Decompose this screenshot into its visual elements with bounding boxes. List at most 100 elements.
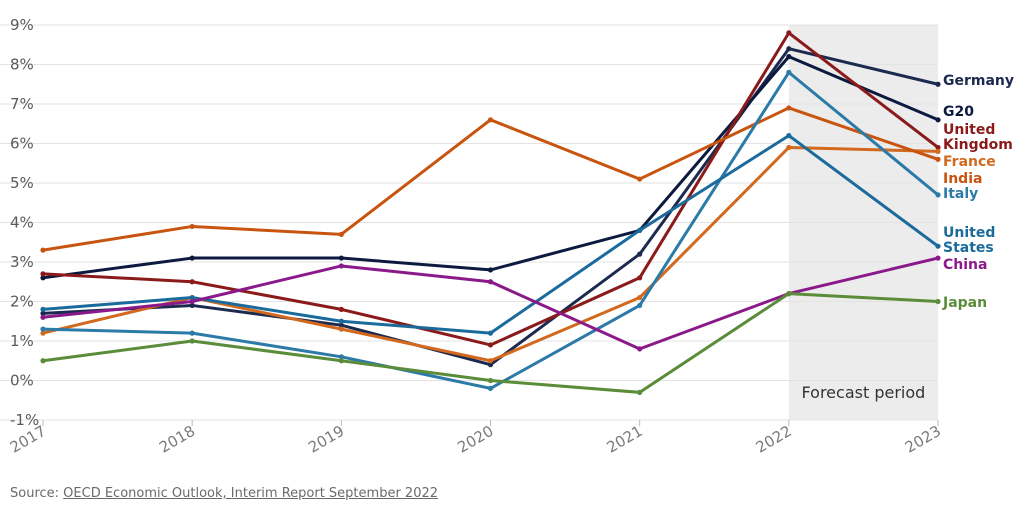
series-germany: [40, 46, 941, 368]
data-point: [189, 338, 195, 344]
y-tick-label: 6%: [10, 135, 34, 153]
series-lines: [40, 30, 941, 395]
data-point: [189, 330, 195, 336]
data-point: [786, 291, 792, 297]
series-india: [40, 105, 941, 253]
data-point: [338, 318, 344, 324]
data-point: [935, 156, 941, 162]
y-tick-label: 9%: [10, 16, 34, 34]
data-point: [786, 30, 792, 36]
data-point: [40, 306, 46, 312]
source-note: Source: OECD Economic Outlook, Interim R…: [10, 486, 438, 501]
data-point: [189, 298, 195, 305]
data-point: [487, 358, 494, 364]
series-label: China: [943, 257, 987, 273]
data-point: [40, 314, 46, 320]
data-point: [338, 306, 344, 312]
data-point: [189, 294, 195, 301]
series-label: France: [943, 154, 996, 170]
data-point: [637, 275, 643, 281]
source-prefix: Source:: [10, 486, 64, 501]
source-link[interactable]: OECD Economic Outlook, Interim Report Se…: [63, 486, 439, 501]
forecast-period-label: Forecast period: [802, 383, 926, 402]
data-point: [40, 358, 46, 364]
data-point: [487, 385, 494, 391]
data-point: [40, 275, 46, 281]
data-point: [487, 377, 494, 384]
data-point: [338, 326, 344, 332]
data-point: [487, 330, 494, 336]
y-tick-label: 1%: [10, 332, 34, 350]
data-point: [935, 243, 941, 249]
data-point: [786, 105, 792, 111]
data-point: [487, 342, 494, 348]
data-point: [40, 310, 46, 316]
data-point: [487, 362, 494, 368]
data-point: [189, 255, 195, 261]
data-point: [935, 298, 941, 305]
data-point: [189, 223, 195, 230]
data-point: [40, 330, 46, 336]
data-point: [786, 46, 792, 52]
y-tick-label: 3%: [10, 253, 34, 271]
data-point: [338, 263, 344, 269]
data-point: [40, 271, 46, 277]
y-tick-label: 2%: [10, 293, 34, 311]
data-point: [637, 346, 643, 352]
x-tick-label: 2019: [305, 422, 347, 457]
data-point: [935, 81, 941, 87]
data-point: [637, 294, 643, 301]
x-tick-label: 2020: [454, 422, 496, 457]
data-point: [487, 279, 494, 285]
data-point: [338, 354, 344, 360]
data-point: [40, 247, 46, 253]
data-point: [487, 267, 494, 273]
series-label: G20: [943, 104, 974, 120]
data-point: [637, 227, 643, 233]
y-axis-ticks: 9% 8% 7% 6% 5% 4% 3% 2% 1% 0% -1%: [10, 16, 39, 429]
data-point: [935, 255, 941, 261]
data-point: [338, 322, 344, 328]
series-label: United: [943, 225, 995, 241]
x-tick-label: 2021: [604, 422, 646, 457]
data-point: [786, 133, 792, 139]
y-tick-label: 4%: [10, 214, 34, 232]
data-point: [338, 231, 344, 237]
data-point: [40, 326, 46, 332]
y-tick-label: 5%: [10, 174, 34, 192]
series-united-kingdom: [40, 30, 941, 348]
y-tick-label: 0%: [10, 372, 34, 390]
data-point: [637, 176, 643, 182]
y-tick-label: 8%: [10, 56, 34, 74]
x-tick-label: 2023: [902, 422, 944, 457]
data-point: [338, 255, 344, 261]
data-point: [935, 148, 941, 154]
series-japan: [40, 291, 941, 395]
series-labels: GermanyG20UnitedKingdomFranceIndiaItalyU…: [942, 73, 1014, 311]
data-point: [637, 389, 643, 395]
data-point: [786, 144, 792, 151]
y-tick-label: 7%: [10, 95, 34, 113]
data-point: [637, 302, 643, 309]
data-point: [189, 302, 195, 309]
series-label: Italy: [943, 186, 978, 202]
data-point: [487, 117, 494, 123]
data-point: [786, 69, 792, 75]
series-label: India: [943, 171, 982, 187]
series-label: United: [943, 122, 995, 138]
series-italy: [40, 69, 941, 391]
x-axis-ticks: 2017 2018 2019 2020 2021 2022 2023: [7, 420, 944, 457]
data-point: [338, 358, 344, 364]
x-tick-label: 2018: [156, 422, 198, 457]
data-point: [786, 54, 792, 60]
series-united-states: [40, 133, 941, 336]
data-point: [935, 144, 941, 151]
series-label: Kingdom: [943, 137, 1013, 153]
data-point: [189, 279, 195, 285]
x-tick-label: 2022: [753, 422, 795, 457]
series-label: Japan: [942, 295, 987, 311]
data-point: [935, 117, 941, 123]
data-point: [935, 192, 941, 198]
series-label: Germany: [943, 73, 1014, 89]
